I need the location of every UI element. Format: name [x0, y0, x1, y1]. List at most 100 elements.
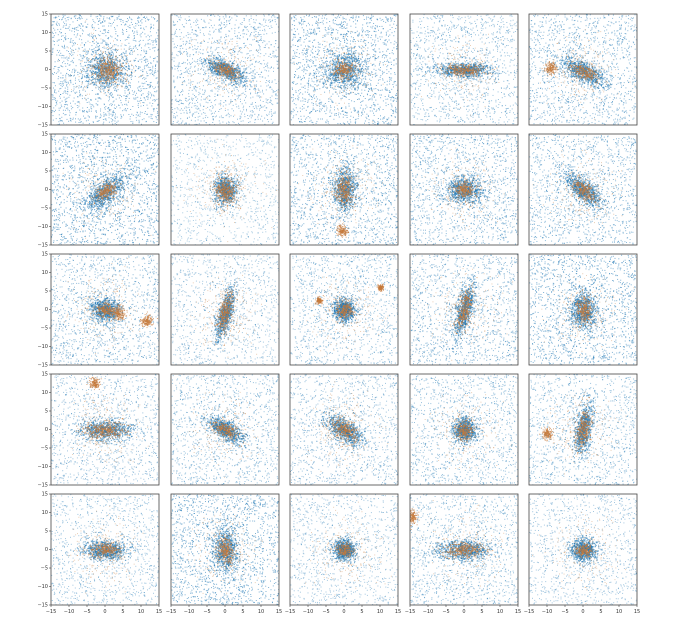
x-tick-label: −5: [561, 609, 568, 615]
panel-0-2: [281, 14, 399, 126]
x-tick-label: 0: [342, 609, 345, 615]
y-tick-label: 0: [45, 427, 48, 433]
x-tick-label: 10: [138, 609, 144, 615]
y-tick-label: −5: [41, 206, 48, 212]
x-tick-label: 10: [258, 609, 264, 615]
panel-2-0: −15 −10 −5 0 5 10 15: [37, 252, 159, 369]
x-tick-label: 10: [616, 609, 622, 615]
y-tick-label: −15: [37, 603, 48, 609]
x-tick-label: 15: [634, 609, 640, 615]
y-tick-label: −5: [41, 326, 48, 332]
x-tick-label: 0: [581, 609, 584, 615]
panel-0-0: −15 −10 −5 0 5 10 15: [37, 12, 160, 129]
panel-4-3: −15 −10 −5 0 5 10 15: [405, 494, 521, 615]
y-tick-label: −5: [41, 446, 48, 452]
y-tick-label: −10: [37, 584, 48, 590]
x-tick-label: −15: [524, 609, 535, 615]
panel-3-2: [290, 374, 408, 486]
star-points: [540, 29, 635, 119]
y-tick-label: −15: [37, 243, 48, 249]
y-tick-label: 10: [42, 30, 48, 36]
y-tick-label: 10: [42, 510, 48, 516]
x-tick-label: −10: [184, 609, 195, 615]
y-tick-label: 15: [42, 252, 48, 258]
panel-0-3: [410, 14, 519, 126]
y-tick-label: −15: [37, 123, 48, 129]
panel-4-1: −15 −10 −5 0 5 10 15: [166, 494, 282, 615]
y-tick-label: −5: [41, 566, 48, 572]
x-tick-label: −5: [83, 609, 90, 615]
panel-4-4: −15 −10 −5 0 5 10 15: [524, 494, 640, 615]
y-tick-label: 15: [42, 372, 48, 378]
y-tick-label: 15: [42, 12, 48, 18]
panel-1-4: [529, 134, 638, 246]
y-tick-label: 5: [45, 49, 48, 55]
x-tick-label: −15: [46, 609, 57, 615]
x-tick-label: −15: [405, 609, 416, 615]
panel-3-1: [171, 374, 280, 486]
y-tick-label: −5: [41, 86, 48, 92]
x-tick-label: 0: [103, 609, 106, 615]
panel-2-3: [410, 254, 519, 366]
panel-1-3: [410, 134, 519, 246]
y-tick-label: −10: [37, 224, 48, 230]
x-tick-label: −10: [303, 609, 314, 615]
x-tick-label: −5: [322, 609, 329, 615]
x-tick-label: 15: [156, 609, 162, 615]
y-tick-label: 5: [45, 169, 48, 175]
panel-0-1: [171, 14, 280, 126]
panel-4-2: −15 −10 −5 0 5 10 15: [285, 494, 401, 615]
x-tick-label: 15: [395, 609, 401, 615]
x-tick-label: −10: [542, 609, 553, 615]
y-tick-label: 0: [45, 67, 48, 73]
panels-layer: −15−10−5051015−15−10−5051015−15−10−50510…: [37, 12, 640, 615]
y-tick-label: −10: [37, 464, 48, 470]
x-tick-label: −5: [442, 609, 449, 615]
panel-2-4: [529, 254, 638, 366]
x-tick-label: −15: [285, 609, 296, 615]
y-tick-label: 0: [45, 307, 48, 313]
x-tick-label: 10: [377, 609, 383, 615]
panel-2-2: [290, 254, 399, 366]
y-tick-label: −10: [37, 344, 48, 350]
y-tick-label: 0: [45, 547, 48, 553]
x-tick-label: 5: [360, 609, 363, 615]
x-tick-label: 15: [515, 609, 521, 615]
x-tick-label: −15: [166, 609, 177, 615]
y-tick-label: 10: [42, 270, 48, 276]
y-tick-label: 0: [45, 187, 48, 193]
panel-3-3: [410, 374, 519, 486]
x-tick-label: 5: [241, 609, 244, 615]
star-points: [425, 268, 516, 360]
x-tick-label: −10: [64, 609, 75, 615]
y-tick-label: 10: [42, 150, 48, 156]
y-tick-label: 10: [42, 390, 48, 396]
x-tick-label: −10: [423, 609, 434, 615]
x-tick-label: 5: [480, 609, 483, 615]
x-tick-label: 15: [276, 609, 282, 615]
star-points: [291, 382, 408, 474]
x-tick-label: 5: [599, 609, 602, 615]
dm-core-points: [208, 271, 240, 349]
y-tick-label: 15: [42, 132, 48, 138]
x-tick-label: 0: [462, 609, 465, 615]
panel-2-1: [171, 254, 280, 366]
star-points: [58, 21, 150, 112]
panel-1-1: [171, 134, 286, 246]
y-tick-label: 5: [45, 409, 48, 415]
y-tick-label: −10: [37, 104, 48, 110]
panel-0-4: [529, 14, 638, 126]
star-points: [532, 510, 626, 604]
panel-1-0: −15 −10 −5 0 5 10 15: [37, 132, 159, 249]
x-tick-label: 5: [121, 609, 124, 615]
y-tick-label: 15: [42, 492, 48, 498]
panel-1-2: [290, 134, 399, 246]
x-tick-label: 10: [497, 609, 503, 615]
x-tick-label: 0: [223, 609, 226, 615]
y-tick-label: −15: [37, 363, 48, 369]
panel-3-4: [529, 374, 638, 486]
y-tick-label: 5: [45, 289, 48, 295]
